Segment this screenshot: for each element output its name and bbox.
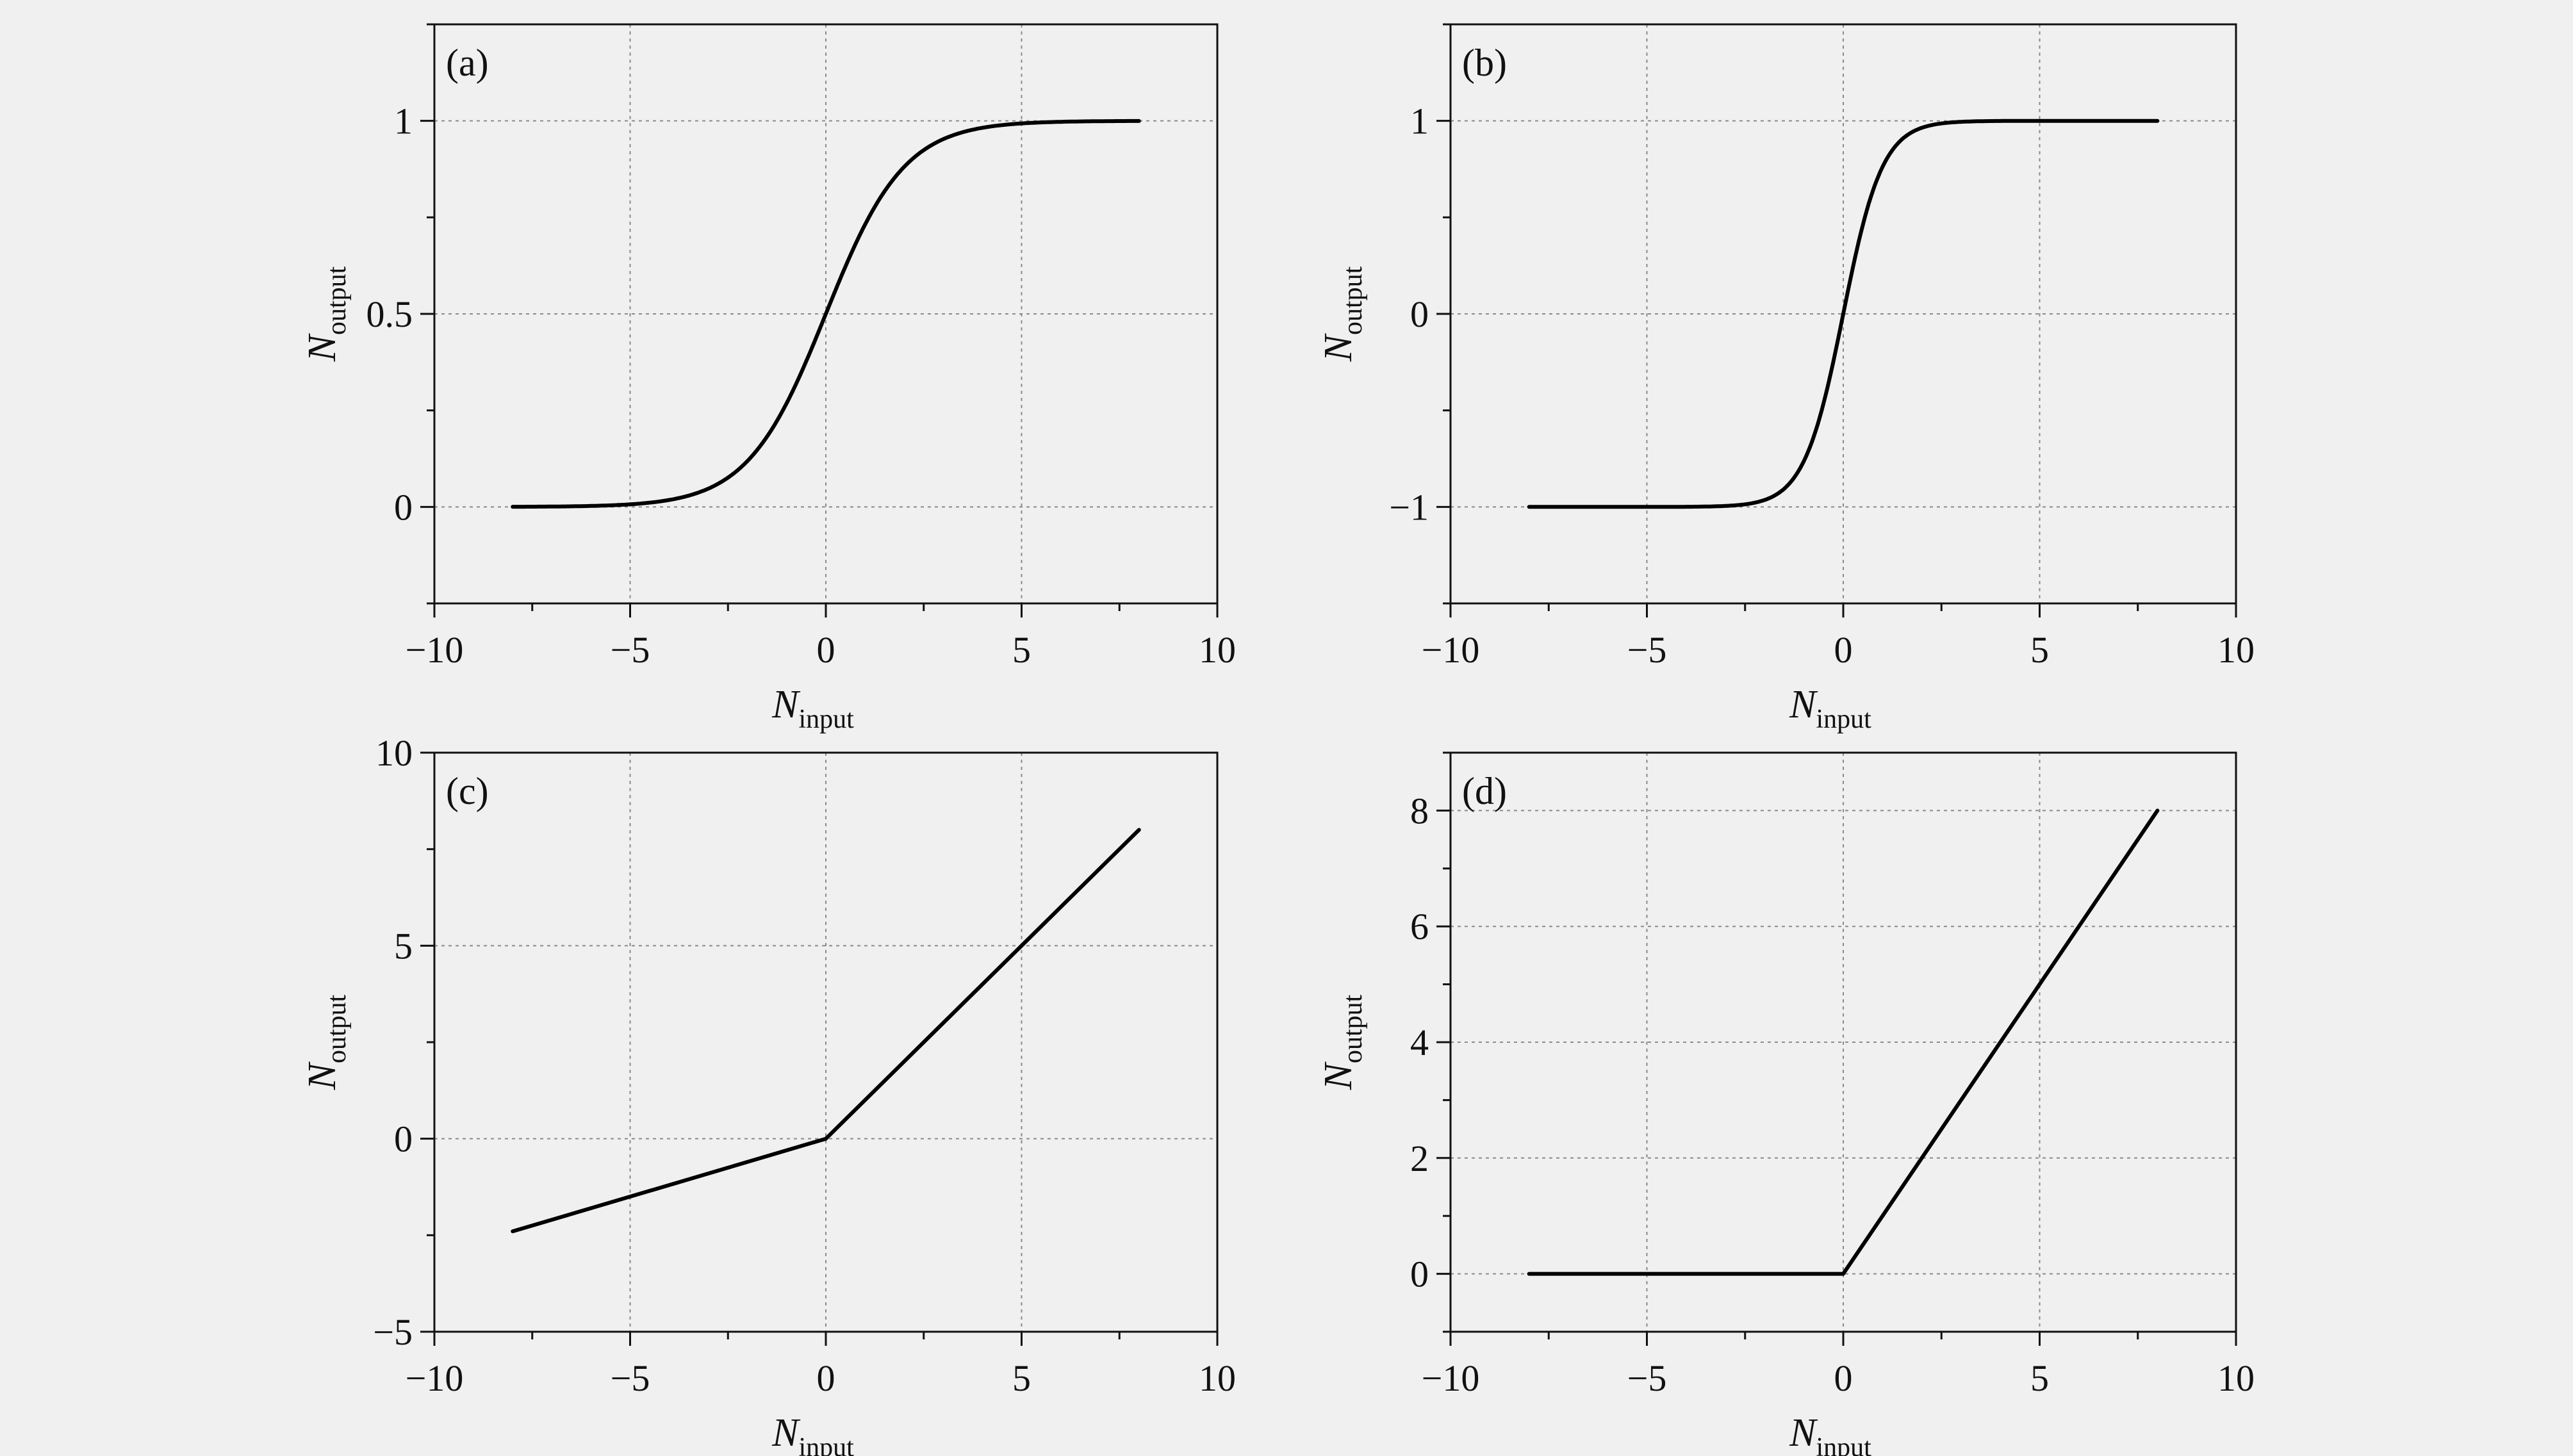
x-tick-label: 10 <box>2217 629 2255 671</box>
x-tick-label: 5 <box>1012 629 1031 671</box>
y-tick-label: 5 <box>394 925 413 967</box>
x-tick-label: −10 <box>406 1357 464 1399</box>
y-tick-label: 0 <box>1410 1254 1429 1295</box>
y-tick-label: 0 <box>394 1118 413 1160</box>
x-tick-label: 0 <box>1834 1357 1853 1399</box>
x-axis-label: Ninput <box>771 683 854 734</box>
x-axis-label: Ninput <box>1789 683 1871 734</box>
x-tick-label: 0 <box>1834 629 1853 671</box>
y-tick-label: −1 <box>1389 486 1429 528</box>
y-axis-label: Noutput <box>1317 266 1368 362</box>
panel-label: (d) <box>1462 770 1507 812</box>
x-tick-label: −5 <box>611 1357 650 1399</box>
chart-panel-a: −10 −5 0 5 10 0 0.5 1 Ninput Noutput (a) <box>300 23 1236 734</box>
y-tick-label: 0 <box>1410 293 1429 335</box>
y-axis-label: Noutput <box>300 266 352 362</box>
x-tick-label: 5 <box>2030 629 2049 671</box>
y-tick-label: 8 <box>1410 790 1429 831</box>
data-line-series-1 <box>1527 808 2160 1276</box>
x-axis-label: Ninput <box>771 1411 854 1456</box>
y-tick-label: 1 <box>1410 101 1429 142</box>
x-tick-label: −5 <box>1627 629 1667 671</box>
x-tick-label: 0 <box>817 629 835 671</box>
data-line-series-1 <box>511 119 1141 509</box>
y-tick-label: 4 <box>1410 1022 1429 1063</box>
panel-label: (b) <box>1462 42 1507 84</box>
x-tick-label: −10 <box>1422 1357 1480 1399</box>
x-tick-label: 10 <box>1199 1357 1236 1399</box>
data-line-series-1 <box>511 828 1141 1234</box>
x-tick-label: 5 <box>1012 1357 1031 1399</box>
x-tick-label: −5 <box>1627 1357 1667 1399</box>
y-tick-label: 1 <box>394 101 413 142</box>
y-tick-label: 6 <box>1410 906 1429 947</box>
x-tick-label: 10 <box>1199 629 1236 671</box>
chart-panel-d: −10 −5 0 5 10 0 2 4 6 8 Ninput Noutput (d) <box>1317 751 2255 1456</box>
data-line-series-1 <box>1527 119 2160 509</box>
y-axis-label: Noutput <box>300 994 352 1090</box>
x-tick-label: −10 <box>406 629 464 671</box>
y-tick-label: 2 <box>1410 1138 1429 1179</box>
y-tick-label: 10 <box>375 732 413 774</box>
y-axis-label: Noutput <box>1317 994 1368 1090</box>
x-axis-label: Ninput <box>1789 1411 1871 1456</box>
y-tick-label: 0.5 <box>366 293 413 335</box>
y-tick-label: 0 <box>394 486 413 528</box>
panel-label: (c) <box>446 770 489 812</box>
x-tick-label: −5 <box>611 629 650 671</box>
y-tick-label: −5 <box>373 1311 413 1353</box>
x-tick-label: −10 <box>1422 629 1480 671</box>
x-tick-label: 5 <box>2030 1357 2049 1399</box>
panel-label: (a) <box>446 42 489 84</box>
x-tick-label: 10 <box>2217 1357 2255 1399</box>
x-tick-label: 0 <box>817 1357 835 1399</box>
